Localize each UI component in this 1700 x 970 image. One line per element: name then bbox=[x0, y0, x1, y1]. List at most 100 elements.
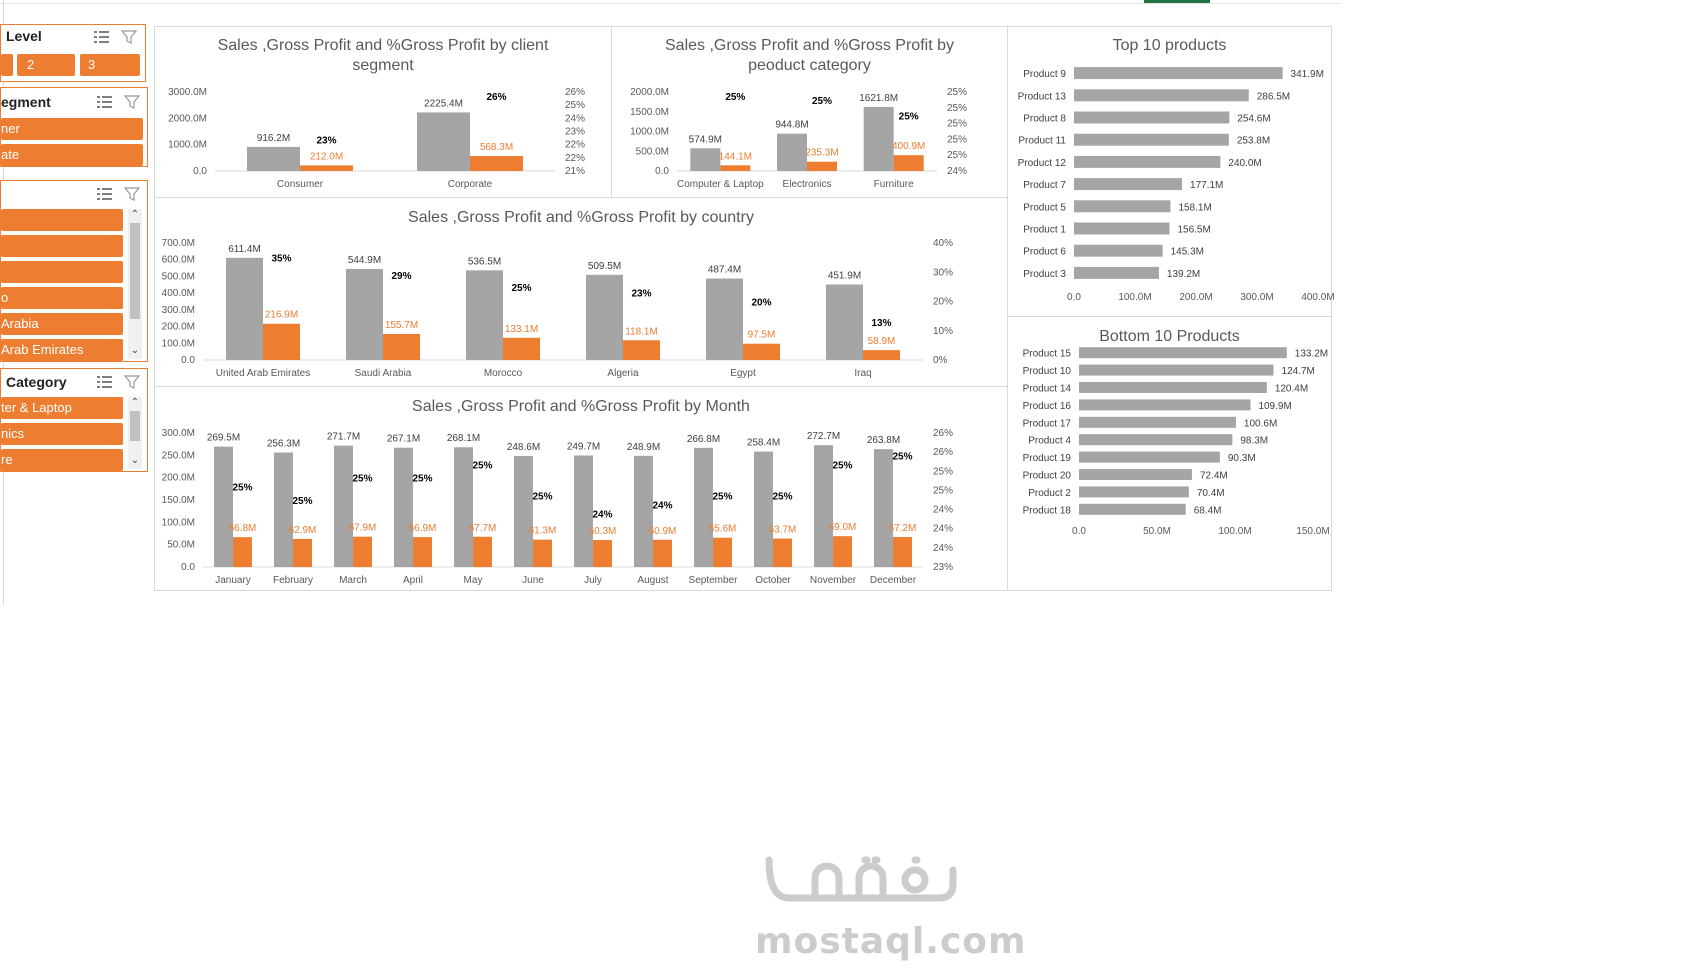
slicer-segment[interactable]: egment ner ate bbox=[0, 87, 148, 167]
sales-data-label: 916.2M bbox=[257, 133, 290, 144]
slicer-item[interactable]: ter & Laptop bbox=[1, 397, 123, 419]
product-bar bbox=[1079, 451, 1220, 463]
profit-bar bbox=[533, 539, 552, 567]
profit-data-label: 216.9M bbox=[265, 310, 298, 321]
scroll-down-icon[interactable]: ⌄ bbox=[130, 455, 140, 466]
bar-data-label: 177.1M bbox=[1190, 180, 1223, 191]
y-tick-label: 1000.0M bbox=[630, 127, 669, 138]
scroll-thumb[interactable] bbox=[130, 411, 140, 441]
slicer-item[interactable]: re bbox=[1, 449, 123, 471]
slicer-item[interactable]: ate bbox=[1, 144, 143, 166]
product-bar bbox=[1074, 133, 1229, 146]
sales-data-label: 611.4M bbox=[228, 244, 261, 255]
x-tick-label: 0.0 bbox=[1072, 526, 1086, 537]
sales-bar bbox=[754, 451, 773, 567]
multi-select-icon[interactable] bbox=[96, 186, 114, 202]
slicer-category[interactable]: Category ter & Laptop nics re ⌃ ⌄ bbox=[0, 368, 148, 472]
y-tick-label: Product 9 bbox=[1023, 69, 1066, 80]
y2-tick-label: 25% bbox=[947, 134, 967, 145]
sales-data-label: 1621.8M bbox=[859, 93, 898, 104]
slicer-item[interactable]: 3 bbox=[80, 54, 140, 76]
multi-select-icon[interactable] bbox=[96, 94, 114, 110]
y-tick-label: 2000.0M bbox=[630, 87, 669, 98]
clear-filter-icon[interactable] bbox=[120, 29, 139, 45]
sales-data-label: 272.7M bbox=[807, 431, 840, 442]
y2-tick-label: 30% bbox=[933, 267, 953, 278]
chart-panel-month[interactable]: Sales ,Gross Profit and %Gross Profit by… bbox=[154, 386, 1008, 591]
scroll-down-icon[interactable]: ⌄ bbox=[130, 345, 140, 356]
x-tick-label: 150.0M bbox=[1296, 526, 1329, 537]
chart-panel-top10[interactable]: Top 10 products 0.0 100.0M 200.0M 300.0M 400… bbox=[1007, 26, 1335, 317]
x-tick-label: 100.0M bbox=[1218, 526, 1251, 537]
sales-data-label: 248.9M bbox=[627, 442, 660, 453]
chart-panel-bottom10[interactable]: Bottom 10 Products 0.0 50.0M 100.0M 150.0M P… bbox=[1007, 316, 1332, 591]
profit-data-label: 58.9M bbox=[868, 336, 896, 347]
x-tick-label: 300.0M bbox=[1240, 292, 1273, 303]
y2-tick-label: 26% bbox=[933, 428, 953, 439]
y-tick-label: Product 3 bbox=[1023, 269, 1066, 280]
slicer-item[interactable] bbox=[1, 54, 13, 76]
y-tick-label: Product 20 bbox=[1023, 471, 1072, 482]
clear-filter-icon[interactable] bbox=[123, 186, 142, 202]
bar-data-label: 68.4M bbox=[1194, 505, 1222, 516]
multi-select-icon[interactable] bbox=[96, 374, 114, 390]
sales-data-label: 544.9M bbox=[348, 255, 381, 266]
clear-filter-icon[interactable] bbox=[123, 374, 142, 390]
slicer-item[interactable]: Arab Emirates bbox=[1, 339, 123, 361]
y-tick-label: Product 14 bbox=[1023, 384, 1072, 395]
scroll-up-icon[interactable]: ⌃ bbox=[130, 209, 140, 220]
chart-panel-segment[interactable]: Sales ,Gross Profit and %Gross Profit by… bbox=[154, 26, 612, 198]
percent-data-label: 25% bbox=[812, 96, 832, 107]
slicer-item[interactable]: Arabia bbox=[1, 313, 123, 335]
product-bar bbox=[1079, 399, 1251, 411]
profit-bar bbox=[473, 536, 492, 567]
slicer-item[interactable] bbox=[1, 209, 123, 231]
scroll-up-icon[interactable]: ⌃ bbox=[130, 397, 140, 408]
slicer-item[interactable]: o bbox=[1, 287, 123, 309]
percent-data-label: 26% bbox=[486, 92, 506, 103]
slicer-country[interactable]: o Arabia Arab Emirates ⌃ ⌄ bbox=[0, 180, 148, 362]
profit-bar bbox=[383, 333, 420, 360]
y-tick-label: 3000.0M bbox=[168, 87, 207, 98]
sales-bar bbox=[247, 146, 300, 171]
sales-bar bbox=[346, 268, 383, 360]
slicer-item[interactable]: ner bbox=[1, 118, 143, 140]
product-bar bbox=[1074, 155, 1221, 168]
y2-tick-label: 22% bbox=[565, 153, 585, 164]
x-tick-label: March bbox=[339, 575, 367, 586]
y2-tick-label: 22% bbox=[565, 140, 585, 151]
y-tick-label: 1000.0M bbox=[168, 140, 207, 151]
scroll-thumb[interactable] bbox=[130, 223, 140, 319]
percent-data-label: 29% bbox=[391, 271, 411, 282]
clear-filter-icon[interactable] bbox=[123, 94, 142, 110]
watermark-logo-icon bbox=[765, 856, 957, 902]
slicer-scrollbar[interactable]: ⌃ ⌄ bbox=[128, 209, 142, 359]
sales-data-label: 509.5M bbox=[588, 261, 621, 272]
x-tick-label: January bbox=[215, 575, 251, 586]
bar-data-label: 145.3M bbox=[1171, 247, 1204, 258]
chart-panel-country[interactable]: Sales ,Gross Profit and %Gross Profit by… bbox=[154, 197, 1008, 387]
slicer-scrollbar[interactable]: ⌃ ⌄ bbox=[128, 397, 142, 469]
bar-data-label: 124.7M bbox=[1282, 366, 1315, 377]
profit-data-label: 65.6M bbox=[709, 524, 737, 535]
slicer-item[interactable]: nics bbox=[1, 423, 123, 445]
y-tick-label: 700.0M bbox=[162, 238, 195, 249]
chart-title: Sales ,Gross Profit and %Gross Profit by… bbox=[408, 209, 754, 226]
slicer-level[interactable]: Level 2 3 bbox=[0, 24, 146, 82]
x-tick-label: December bbox=[870, 575, 917, 586]
profit-data-label: 62.9M bbox=[289, 525, 317, 536]
chart-panel-category[interactable]: Sales ,Gross Profit and %Gross Profit by… bbox=[611, 26, 1008, 198]
slicer-title: Category bbox=[6, 374, 67, 390]
y-tick-label: Product 12 bbox=[1018, 158, 1067, 169]
y-tick-label: 1500.0M bbox=[630, 107, 669, 118]
slicer-item[interactable] bbox=[1, 235, 123, 257]
sales-bar bbox=[214, 446, 233, 567]
profit-data-label: 235.3M bbox=[805, 148, 838, 159]
x-tick-label: February bbox=[273, 575, 313, 586]
slicer-item[interactable] bbox=[1, 261, 123, 283]
multi-select-icon[interactable] bbox=[93, 29, 111, 45]
y-tick-label: Product 1 bbox=[1023, 225, 1066, 236]
chart-title: Sales ,Gross Profit and %Gross Profit by… bbox=[665, 37, 954, 74]
slicer-item[interactable]: 2 bbox=[17, 54, 75, 76]
product-bar bbox=[1079, 503, 1186, 515]
